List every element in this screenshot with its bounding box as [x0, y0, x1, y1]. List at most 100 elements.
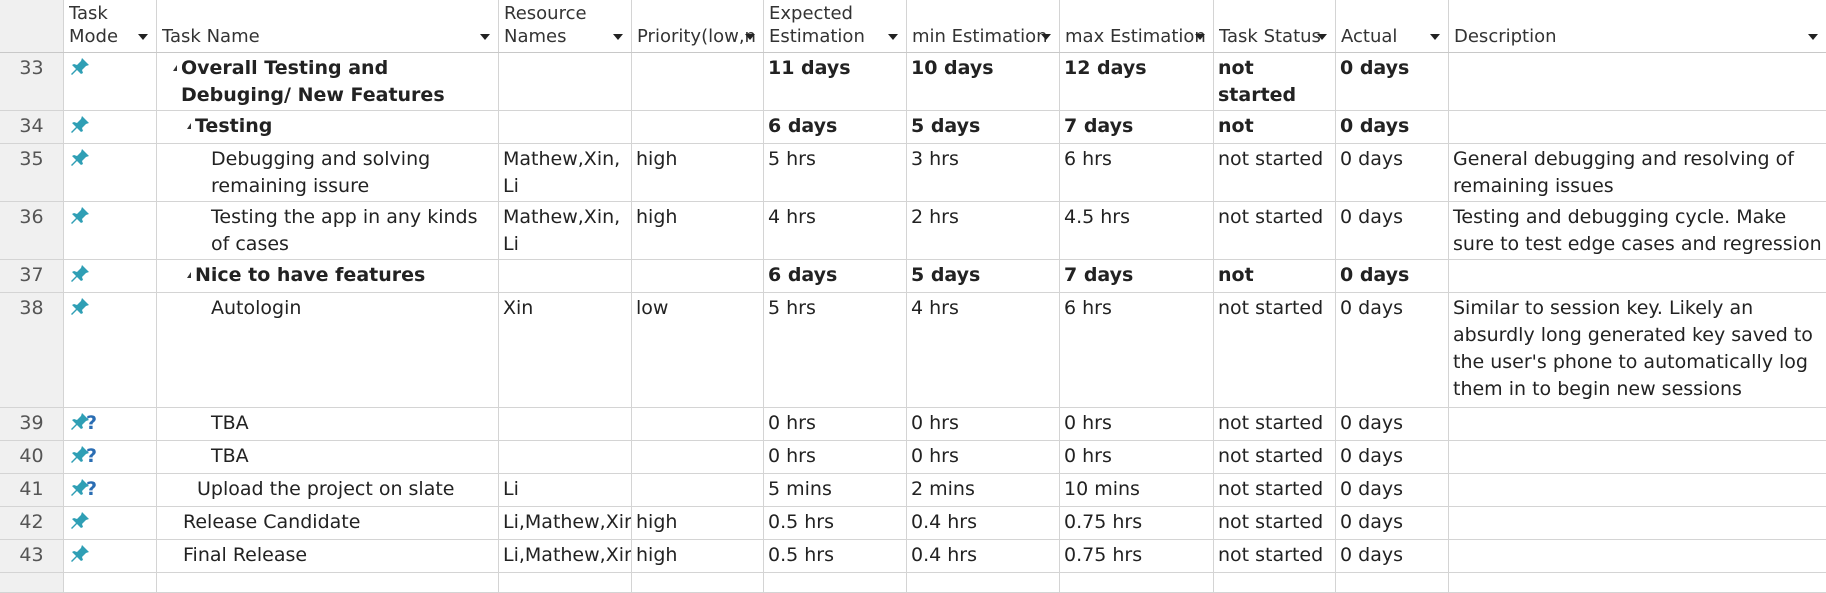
- cell-min-estimation[interactable]: 10 days: [907, 53, 1060, 110]
- column-filter-dropdown-icon[interactable]: [1195, 34, 1205, 40]
- cell-actual[interactable]: 0 days: [1336, 293, 1449, 407]
- cell-resource-names[interactable]: [499, 408, 632, 440]
- cell-row-id[interactable]: 36: [0, 202, 64, 259]
- cell-max-estimation[interactable]: 0 hrs: [1060, 441, 1214, 473]
- cell-resource-names[interactable]: Xin: [499, 293, 632, 407]
- cell-row-id[interactable]: 35: [0, 144, 64, 201]
- cell-actual[interactable]: 0 days: [1336, 260, 1449, 292]
- cell-expected-estimation[interactable]: 0 hrs: [764, 408, 907, 440]
- cell-task-status[interactable]: not started: [1214, 53, 1336, 110]
- empty-cell[interactable]: [1060, 573, 1214, 592]
- empty-cell[interactable]: [64, 573, 157, 592]
- collapse-triangle-icon[interactable]: [187, 123, 191, 129]
- cell-max-estimation[interactable]: 0 hrs: [1060, 408, 1214, 440]
- cell-description[interactable]: [1449, 53, 1826, 110]
- cell-actual[interactable]: 0 days: [1336, 202, 1449, 259]
- cell-max-estimation[interactable]: 7 days: [1060, 260, 1214, 292]
- table-row[interactable]: 34 Testing 6 days 5 days 7 days not started 0 …: [0, 111, 1826, 144]
- cell-resource-names[interactable]: [499, 441, 632, 473]
- cell-priority[interactable]: [632, 111, 764, 143]
- cell-priority[interactable]: [632, 53, 764, 110]
- cell-description[interactable]: General debugging and resolving of remai…: [1449, 144, 1826, 201]
- cell-resource-names[interactable]: Li,Mathew,Xin: [499, 540, 632, 572]
- empty-row[interactable]: [0, 573, 1826, 593]
- cell-expected-estimation[interactable]: 0.5 hrs: [764, 507, 907, 539]
- table-row[interactable]: 42 Release Candidate Li,Mathew,Xin high 0.5 …: [0, 507, 1826, 540]
- cell-task-name[interactable]: Debugging and solving remaining issure: [157, 144, 499, 201]
- cell-description[interactable]: [1449, 474, 1826, 506]
- cell-priority[interactable]: [632, 441, 764, 473]
- cell-task-name[interactable]: Upload the project on slate: [157, 474, 499, 506]
- cell-expected-estimation[interactable]: 6 days: [764, 111, 907, 143]
- cell-description[interactable]: [1449, 441, 1826, 473]
- cell-actual[interactable]: 0 days: [1336, 144, 1449, 201]
- cell-priority[interactable]: high: [632, 507, 764, 539]
- cell-priority[interactable]: low: [632, 293, 764, 407]
- column-header-task-status[interactable]: Task Status: [1214, 0, 1336, 52]
- cell-actual[interactable]: 0 days: [1336, 507, 1449, 539]
- cell-priority[interactable]: high: [632, 202, 764, 259]
- cell-actual[interactable]: 0 days: [1336, 111, 1449, 143]
- table-row[interactable]: 38 Autologin Xin low 5 hrs 4 hrs 6 hrs not star…: [0, 293, 1826, 408]
- cell-task-status[interactable]: not started: [1214, 540, 1336, 572]
- cell-resource-names[interactable]: [499, 260, 632, 292]
- cell-description[interactable]: [1449, 260, 1826, 292]
- empty-cell[interactable]: [0, 573, 64, 592]
- cell-max-estimation[interactable]: 6 hrs: [1060, 144, 1214, 201]
- column-header-max-estimation[interactable]: max Estimation: [1060, 0, 1214, 52]
- cell-expected-estimation[interactable]: 5 mins: [764, 474, 907, 506]
- table-row[interactable]: 36 Testing the app in any kinds of cases M…: [0, 202, 1826, 260]
- column-header-task-mode[interactable]: Task Mode: [64, 0, 157, 52]
- cell-task-status[interactable]: not started: [1214, 507, 1336, 539]
- collapse-triangle-icon[interactable]: [173, 65, 177, 71]
- cell-description[interactable]: [1449, 408, 1826, 440]
- cell-task-mode[interactable]: ?: [64, 474, 157, 506]
- cell-expected-estimation[interactable]: 0.5 hrs: [764, 540, 907, 572]
- cell-task-name[interactable]: Final Release: [157, 540, 499, 572]
- cell-task-mode[interactable]: [64, 53, 157, 110]
- column-header-expected-estimation[interactable]: Expected Estimation: [764, 0, 907, 52]
- cell-expected-estimation[interactable]: 5 hrs: [764, 144, 907, 201]
- cell-resource-names[interactable]: Li,Mathew,Xin: [499, 507, 632, 539]
- table-row[interactable]: 33 Overall Testing and Debuging/ New Feat…: [0, 53, 1826, 111]
- table-row[interactable]: 41? Upload the project on slate Li 5 mins 2 …: [0, 474, 1826, 507]
- collapse-triangle-icon[interactable]: [187, 272, 191, 278]
- cell-row-id[interactable]: 40: [0, 441, 64, 473]
- cell-task-name[interactable]: TBA: [157, 408, 499, 440]
- cell-task-name[interactable]: Overall Testing and Debuging/ New Featur…: [157, 53, 499, 110]
- cell-max-estimation[interactable]: 0.75 hrs: [1060, 540, 1214, 572]
- table-row[interactable]: 43 Final Release Li,Mathew,Xin high 0.5 hrs 0…: [0, 540, 1826, 573]
- cell-task-status[interactable]: not started: [1214, 408, 1336, 440]
- cell-min-estimation[interactable]: 5 days: [907, 260, 1060, 292]
- cell-resource-names[interactable]: Mathew,Xin, Li: [499, 144, 632, 201]
- cell-row-id[interactable]: 42: [0, 507, 64, 539]
- table-row[interactable]: 39? TBA 0 hrs 0 hrs 0 hrs not started 0 days: [0, 408, 1826, 441]
- select-all-corner[interactable]: [0, 0, 64, 52]
- cell-min-estimation[interactable]: 4 hrs: [907, 293, 1060, 407]
- cell-task-mode[interactable]: [64, 144, 157, 201]
- table-row[interactable]: 40? TBA 0 hrs 0 hrs 0 hrs not started 0 days: [0, 441, 1826, 474]
- column-filter-dropdown-icon[interactable]: [1808, 34, 1818, 40]
- cell-actual[interactable]: 0 days: [1336, 408, 1449, 440]
- cell-priority[interactable]: high: [632, 144, 764, 201]
- cell-task-status[interactable]: not started: [1214, 144, 1336, 201]
- cell-task-status[interactable]: not started: [1214, 293, 1336, 407]
- cell-row-id[interactable]: 39: [0, 408, 64, 440]
- cell-task-name[interactable]: Autologin: [157, 293, 499, 407]
- cell-max-estimation[interactable]: 12 days: [1060, 53, 1214, 110]
- cell-actual[interactable]: 0 days: [1336, 53, 1449, 110]
- column-filter-dropdown-icon[interactable]: [480, 34, 490, 40]
- cell-row-id[interactable]: 37: [0, 260, 64, 292]
- empty-cell[interactable]: [764, 573, 907, 592]
- cell-task-status[interactable]: not started: [1214, 260, 1336, 292]
- cell-resource-names[interactable]: Mathew,Xin, Li: [499, 202, 632, 259]
- cell-row-id[interactable]: 38: [0, 293, 64, 407]
- cell-row-id[interactable]: 43: [0, 540, 64, 572]
- cell-priority[interactable]: [632, 408, 764, 440]
- cell-task-mode[interactable]: [64, 293, 157, 407]
- cell-priority[interactable]: high: [632, 540, 764, 572]
- cell-task-name[interactable]: Release Candidate: [157, 507, 499, 539]
- cell-task-mode[interactable]: [64, 111, 157, 143]
- column-filter-dropdown-icon[interactable]: [888, 34, 898, 40]
- cell-min-estimation[interactable]: 5 days: [907, 111, 1060, 143]
